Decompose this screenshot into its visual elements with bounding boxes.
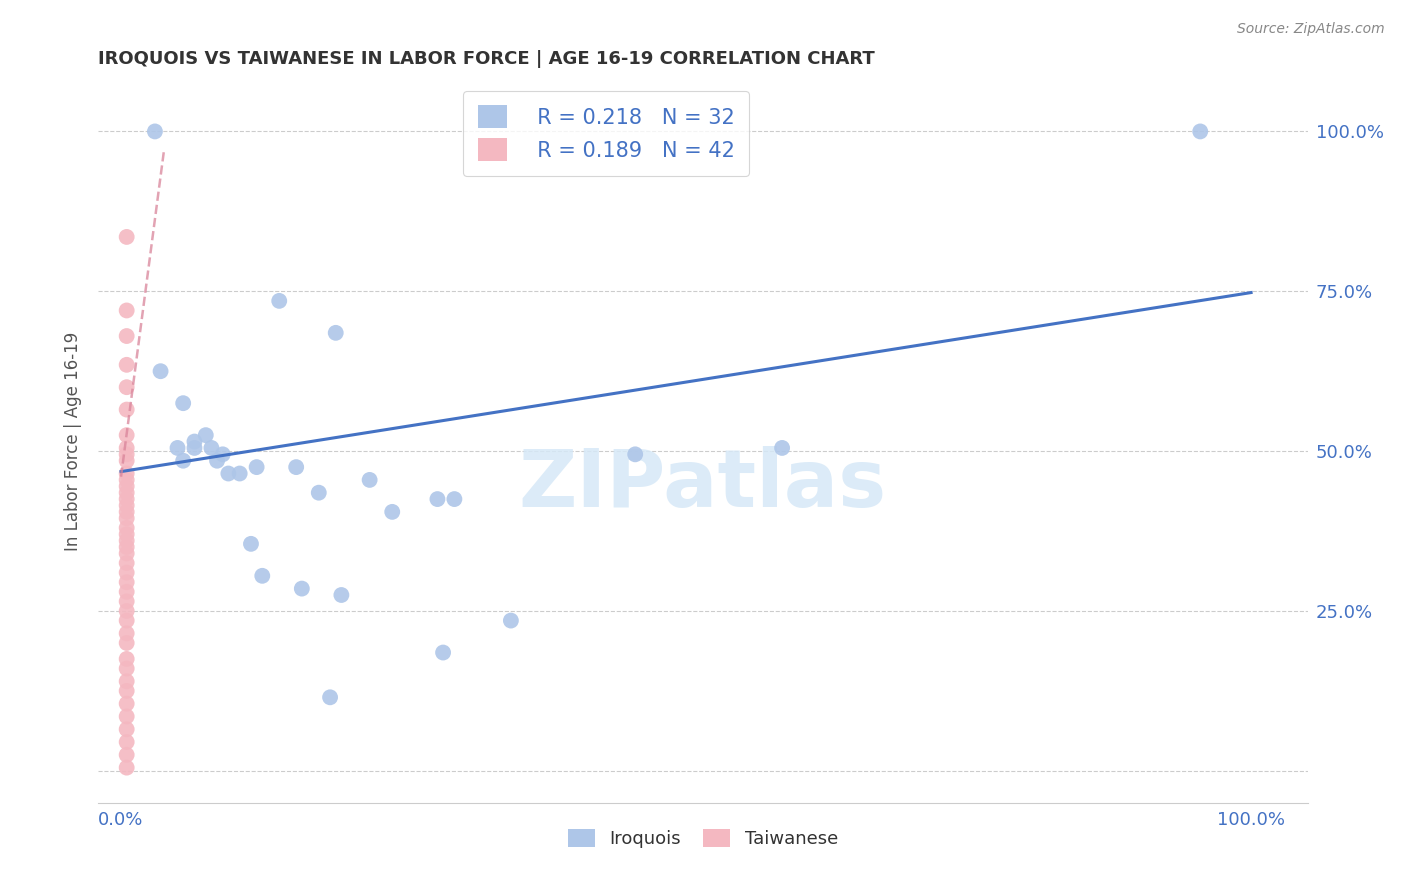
Point — [115, 697, 138, 711]
Point — [115, 626, 138, 640]
Point — [149, 364, 172, 378]
Point — [115, 499, 138, 513]
Point — [115, 540, 138, 554]
Point — [172, 454, 194, 468]
Point — [115, 473, 138, 487]
Point — [291, 582, 314, 596]
Point — [172, 396, 194, 410]
Point — [115, 447, 138, 461]
Text: Source: ZipAtlas.com: Source: ZipAtlas.com — [1237, 22, 1385, 37]
Point — [211, 447, 233, 461]
Point — [240, 537, 263, 551]
Point — [115, 566, 138, 580]
Point — [115, 661, 138, 675]
Point — [252, 569, 274, 583]
Point — [115, 636, 138, 650]
Point — [115, 761, 138, 775]
Point — [200, 441, 222, 455]
Point — [359, 473, 381, 487]
Point — [432, 646, 454, 660]
Point — [499, 614, 522, 628]
Point — [115, 402, 138, 417]
Point — [115, 527, 138, 541]
Point — [115, 428, 138, 442]
Point — [115, 747, 138, 762]
Point — [115, 358, 138, 372]
Point — [194, 428, 217, 442]
Point — [115, 479, 138, 493]
Point — [115, 594, 138, 608]
Point — [115, 329, 138, 343]
Point — [115, 521, 138, 535]
Point — [115, 584, 138, 599]
Point — [143, 124, 166, 138]
Point — [770, 441, 793, 455]
Point — [1189, 124, 1212, 138]
Point — [115, 546, 138, 560]
Point — [269, 293, 291, 308]
Point — [285, 460, 308, 475]
Point — [115, 556, 138, 570]
Point — [217, 467, 239, 481]
Point — [115, 674, 138, 689]
Text: ZIPatlas: ZIPatlas — [519, 446, 887, 524]
Point — [319, 690, 342, 705]
Point — [183, 441, 205, 455]
Point — [115, 505, 138, 519]
Point — [115, 533, 138, 548]
Point — [624, 447, 647, 461]
Point — [115, 575, 138, 590]
Point — [166, 441, 188, 455]
Y-axis label: In Labor Force | Age 16-19: In Labor Force | Age 16-19 — [65, 332, 83, 551]
Text: IROQUOIS VS TAIWANESE IN LABOR FORCE | AGE 16-19 CORRELATION CHART: IROQUOIS VS TAIWANESE IN LABOR FORCE | A… — [98, 50, 875, 68]
Point — [183, 434, 205, 449]
Point — [115, 380, 138, 394]
Point — [115, 467, 138, 481]
Point — [228, 467, 250, 481]
Point — [115, 441, 138, 455]
Point — [115, 485, 138, 500]
Point — [115, 230, 138, 244]
Point — [205, 454, 228, 468]
Point — [115, 454, 138, 468]
Point — [115, 723, 138, 737]
Point — [426, 492, 449, 507]
Point — [443, 492, 465, 507]
Point — [115, 604, 138, 618]
Point — [115, 684, 138, 698]
Point — [115, 614, 138, 628]
Point — [115, 735, 138, 749]
Point — [115, 652, 138, 666]
Point — [381, 505, 404, 519]
Point — [246, 460, 269, 475]
Point — [115, 492, 138, 507]
Legend: Iroquois, Taiwanese: Iroquois, Taiwanese — [561, 822, 845, 855]
Point — [115, 511, 138, 525]
Point — [325, 326, 347, 340]
Point — [308, 485, 330, 500]
Point — [330, 588, 353, 602]
Point — [115, 303, 138, 318]
Point — [115, 709, 138, 723]
